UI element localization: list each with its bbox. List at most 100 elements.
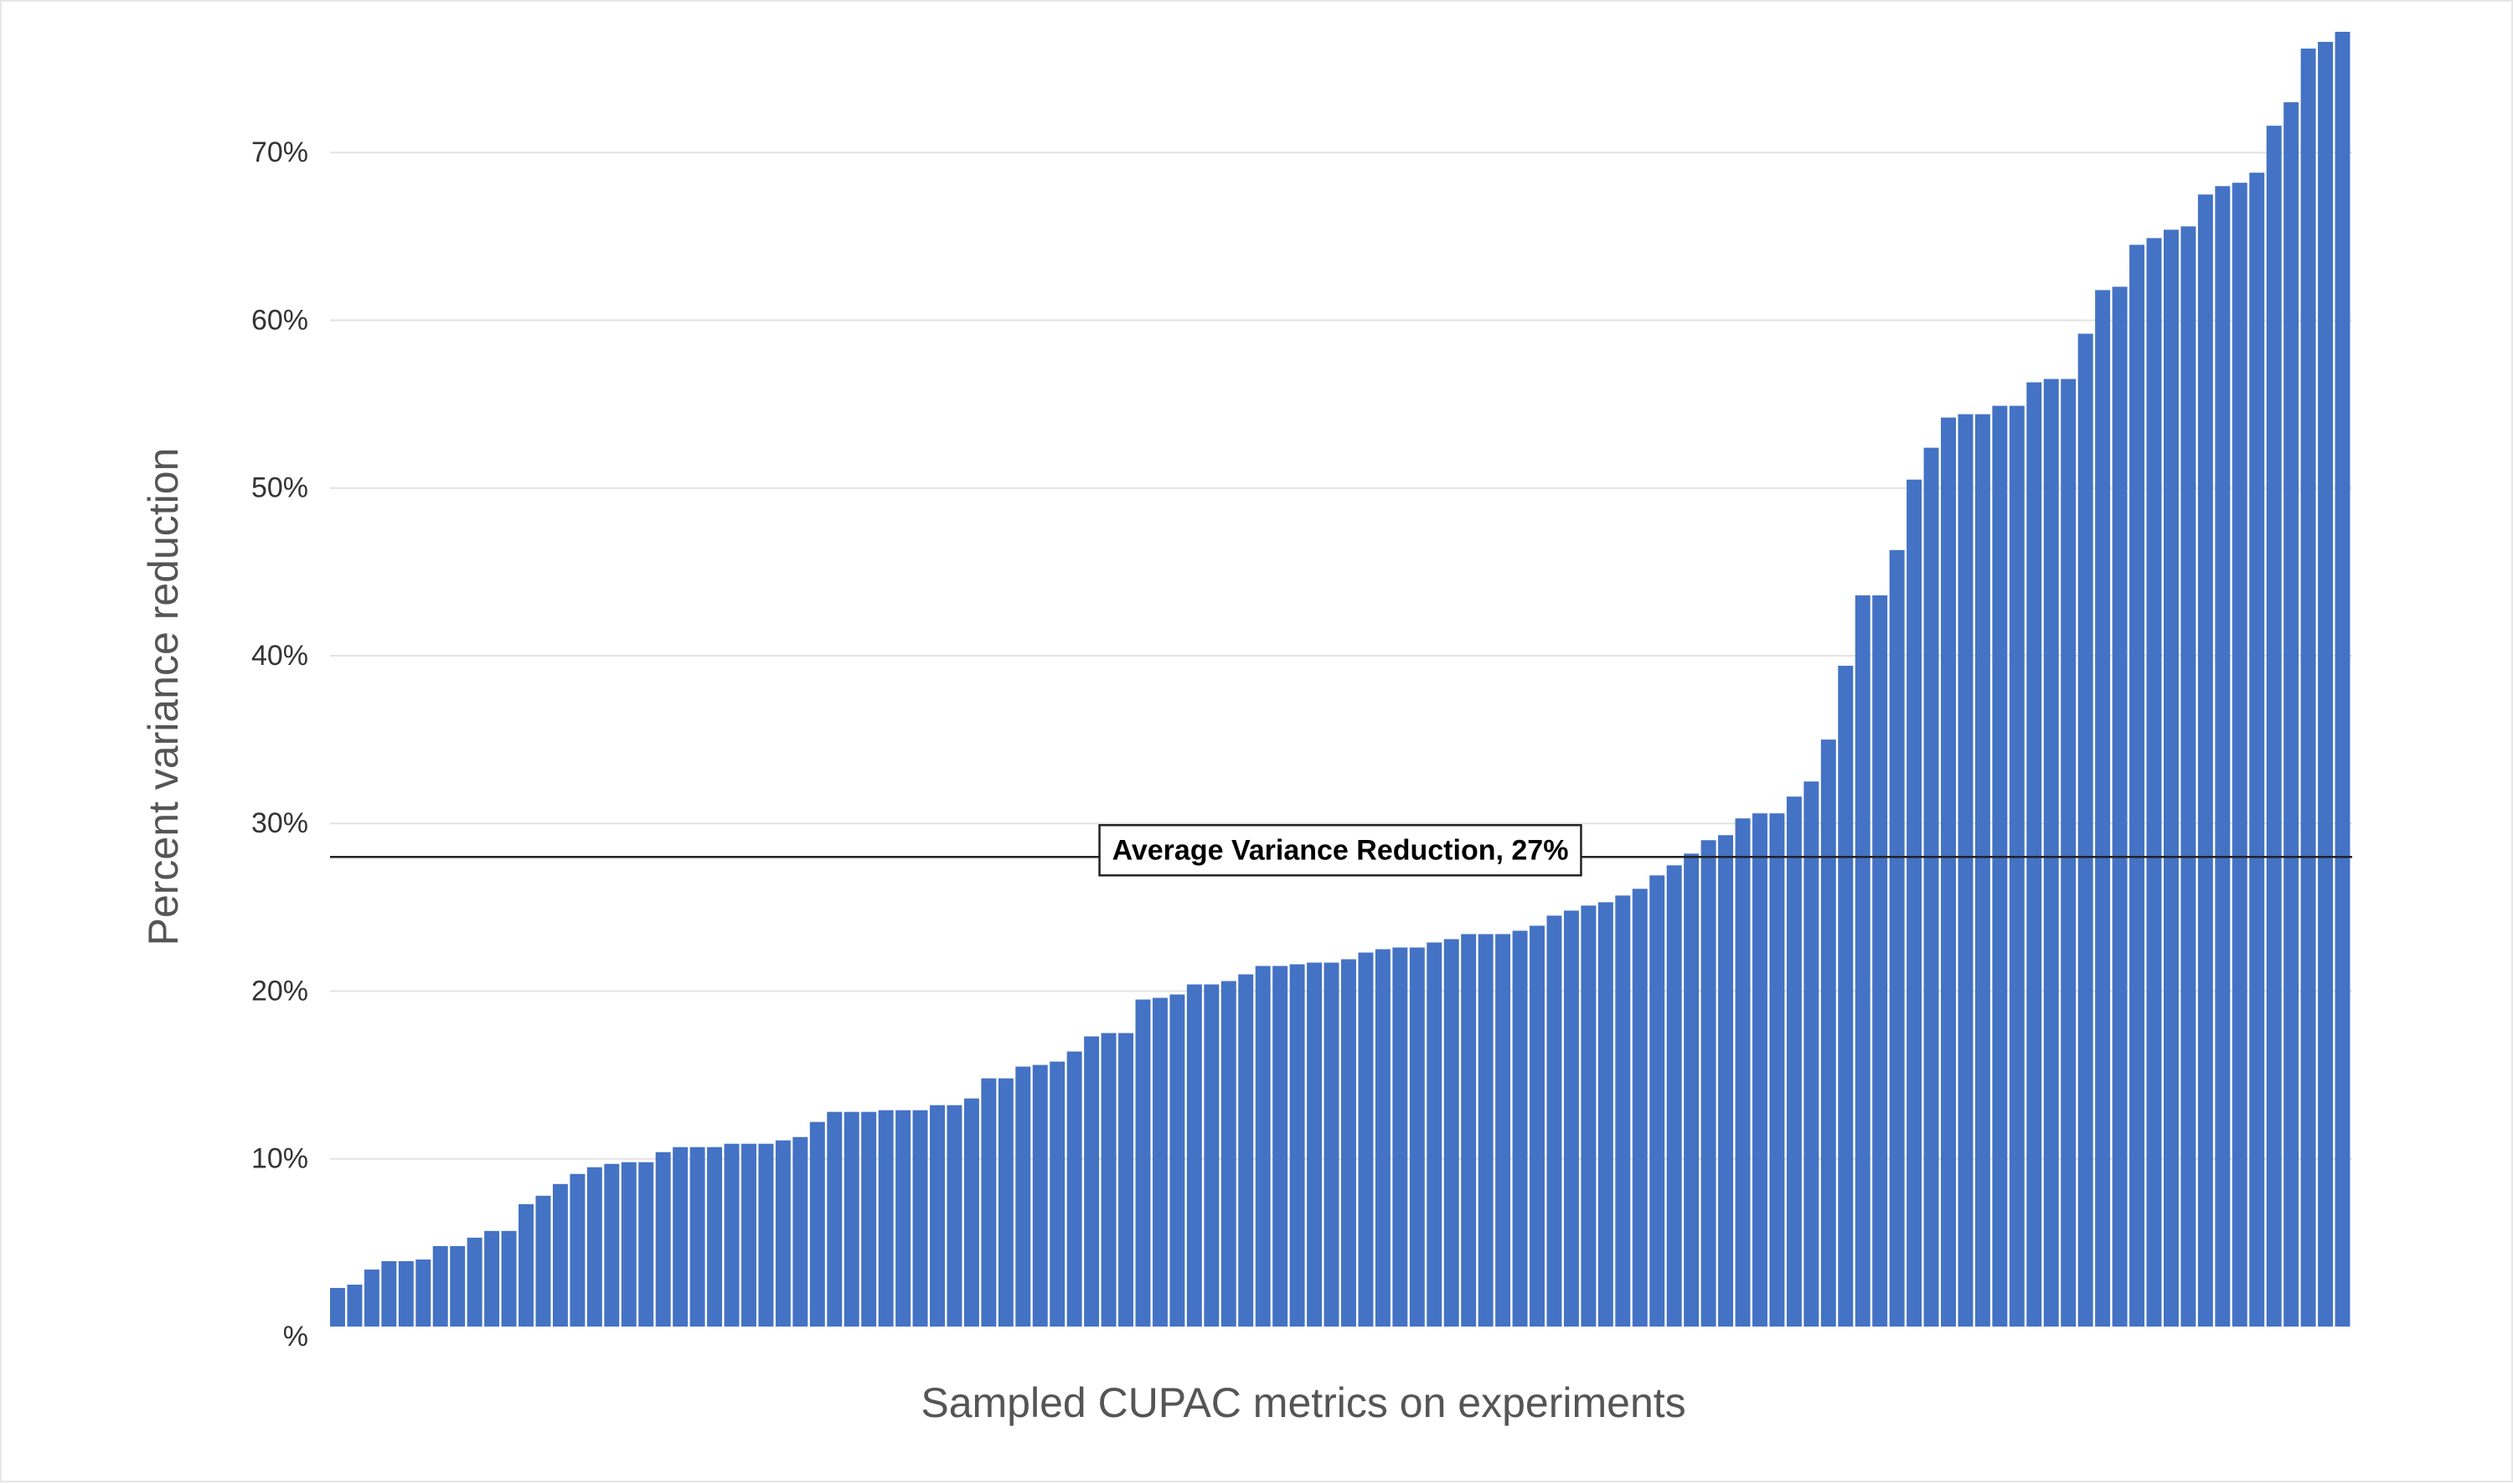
bar <box>1769 813 1785 1327</box>
bar <box>432 1245 448 1327</box>
bar <box>501 1230 517 1327</box>
average-label: Average Variance Reduction, 27% <box>1112 834 1569 866</box>
bar <box>1324 962 1339 1327</box>
bar <box>1255 966 1271 1327</box>
bar <box>1684 853 1700 1327</box>
y-tick-label: 30% <box>251 807 308 839</box>
bar <box>1803 781 1819 1327</box>
bar <box>689 1146 705 1327</box>
bar <box>2112 286 2128 1327</box>
bar <box>1392 947 1408 1327</box>
bar <box>535 1195 551 1327</box>
bar <box>2180 226 2196 1327</box>
bar <box>947 1105 962 1327</box>
bar <box>1820 739 1836 1327</box>
bar <box>586 1167 602 1327</box>
bar <box>2249 173 2265 1327</box>
bar <box>1341 959 1356 1327</box>
y-tick-label: 20% <box>251 975 308 1007</box>
bar <box>2283 102 2299 1327</box>
bar <box>792 1136 808 1327</box>
bar <box>2077 333 2093 1327</box>
y-axis-title: Percent variance reduction <box>140 448 187 946</box>
bar <box>1872 595 1888 1327</box>
bar <box>1855 595 1871 1327</box>
bar <box>1152 997 1168 1327</box>
bar <box>1084 1036 1100 1327</box>
bar <box>1615 895 1631 1327</box>
bar <box>1786 796 1802 1327</box>
bar <box>1169 994 1185 1327</box>
bar <box>1135 999 1151 1327</box>
bar <box>1907 479 1922 1327</box>
bar <box>963 1098 979 1327</box>
y-tick-label: 50% <box>251 472 308 504</box>
bar <box>2163 229 2179 1327</box>
bar <box>1838 665 1854 1327</box>
bar <box>673 1146 689 1327</box>
bar <box>347 1284 363 1327</box>
bar <box>775 1140 791 1327</box>
bar <box>1512 930 1528 1327</box>
bar <box>1427 942 1442 1327</box>
bar <box>2318 42 2334 1327</box>
bar <box>1101 1033 1117 1327</box>
bar <box>1186 984 1202 1327</box>
bar <box>707 1146 723 1327</box>
bar <box>604 1163 620 1327</box>
bar <box>1461 934 1477 1327</box>
average-line-group: Average Variance Reduction, 27% <box>330 824 2352 877</box>
bar <box>1889 549 1905 1327</box>
y-tick-label: 40% <box>251 640 308 672</box>
bar <box>398 1260 414 1327</box>
bar <box>809 1121 825 1327</box>
bar <box>1546 915 1562 1327</box>
bar <box>2300 49 2316 1327</box>
bar <box>1358 952 1374 1327</box>
bar <box>1478 934 1494 1327</box>
bar <box>570 1173 586 1327</box>
y-tick-label: 60% <box>251 304 308 336</box>
bars <box>330 31 2350 1327</box>
bar <box>1632 889 1648 1327</box>
bar <box>1307 962 1323 1327</box>
bar <box>1066 1051 1082 1327</box>
bar <box>655 1152 671 1327</box>
average-label-box <box>1098 824 1582 877</box>
grid-lines <box>330 152 2352 1160</box>
y-tick-label: 10% <box>251 1143 308 1175</box>
bar <box>912 1110 928 1327</box>
y-tick-label: % <box>283 1321 308 1353</box>
bar <box>2129 245 2145 1327</box>
bar <box>1666 865 1682 1327</box>
bar <box>844 1111 859 1327</box>
y-tick-label: 70% <box>251 137 308 168</box>
bar <box>1220 981 1236 1327</box>
bar <box>1530 925 1545 1327</box>
bar <box>1443 939 1459 1327</box>
bar <box>861 1111 877 1327</box>
bar <box>1409 947 1425 1327</box>
bar <box>1032 1064 1048 1327</box>
bar <box>2026 382 2042 1327</box>
bar <box>1958 414 1974 1327</box>
bar <box>2232 183 2247 1327</box>
bar <box>2215 186 2231 1327</box>
bar <box>2146 238 2162 1327</box>
bar <box>467 1237 482 1327</box>
bar <box>1597 902 1613 1327</box>
bar <box>2266 126 2282 1327</box>
bar <box>621 1162 637 1327</box>
bar <box>2197 194 2213 1327</box>
bar <box>1649 875 1665 1327</box>
bar <box>1718 835 1734 1327</box>
y-axis-ticks: % 10% 20% 30% 40% 50% 60% 70% <box>251 137 308 1353</box>
bar <box>2095 290 2111 1327</box>
bar <box>1289 964 1305 1327</box>
bar <box>1581 905 1597 1327</box>
x-axis-title: Sampled CUPAC metrics on experiments <box>921 1379 1685 1426</box>
bar <box>381 1260 397 1327</box>
bar <box>1752 813 1767 1327</box>
bar <box>2043 379 2059 1327</box>
